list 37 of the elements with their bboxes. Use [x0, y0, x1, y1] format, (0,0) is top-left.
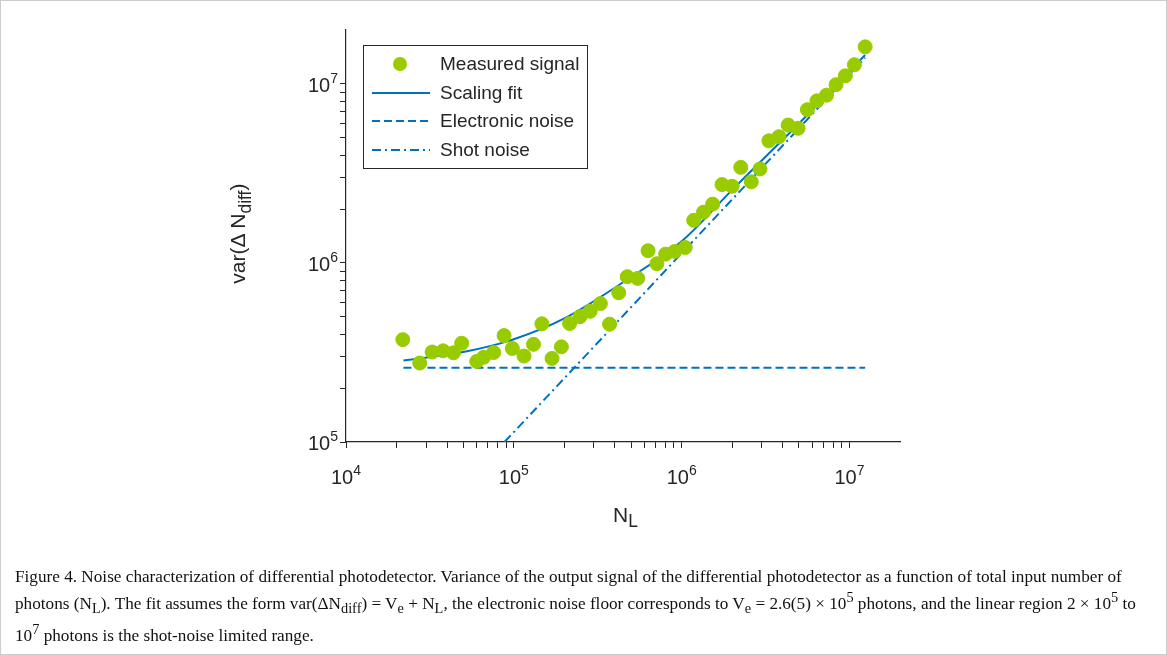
point — [562, 316, 578, 331]
point — [486, 345, 502, 361]
legend-label: Shot noise — [440, 138, 530, 161]
point — [544, 350, 560, 366]
point — [630, 270, 646, 286]
point — [649, 256, 665, 272]
point — [733, 159, 749, 175]
point — [819, 87, 835, 103]
point — [771, 129, 787, 145]
point — [534, 316, 550, 332]
point — [602, 316, 618, 332]
point — [504, 340, 520, 356]
point — [592, 296, 608, 312]
point — [857, 39, 873, 55]
point — [799, 102, 815, 118]
point — [516, 348, 532, 364]
point — [705, 196, 721, 212]
point — [686, 212, 702, 228]
point — [837, 68, 853, 84]
point — [553, 339, 569, 355]
point — [496, 328, 512, 344]
point — [846, 57, 862, 73]
point — [677, 239, 693, 255]
point — [743, 174, 759, 190]
legend-label: Measured signal — [440, 53, 580, 76]
point — [752, 161, 768, 177]
point — [828, 77, 844, 93]
point — [724, 178, 740, 194]
point — [611, 285, 627, 301]
point — [582, 303, 598, 319]
point — [790, 120, 806, 136]
legend-label: Electronic noise — [440, 110, 575, 133]
text: Figure 4. Noise characterization of differential photodetector. Variance of the output signal of the differential photodetector as a function of total input number of photons (N$_{L}$). The fit assumes the form var(ΔN$_{diff}$) = V$_{e}$ + N$_{L}$, the electronic noise floor corresponds to V$_{e}$ = 2.6(5) × 10$^{5}$ photons, and the linear region 2 × 10$^{5}$ to 10$^{7}$ photons is the shot-noise limited range. — [15, 567, 1136, 645]
legend-label: Scaling fit — [440, 81, 523, 104]
point — [526, 336, 542, 352]
x-axis-title: N$_{L}$ — [613, 503, 638, 533]
point — [640, 243, 656, 259]
